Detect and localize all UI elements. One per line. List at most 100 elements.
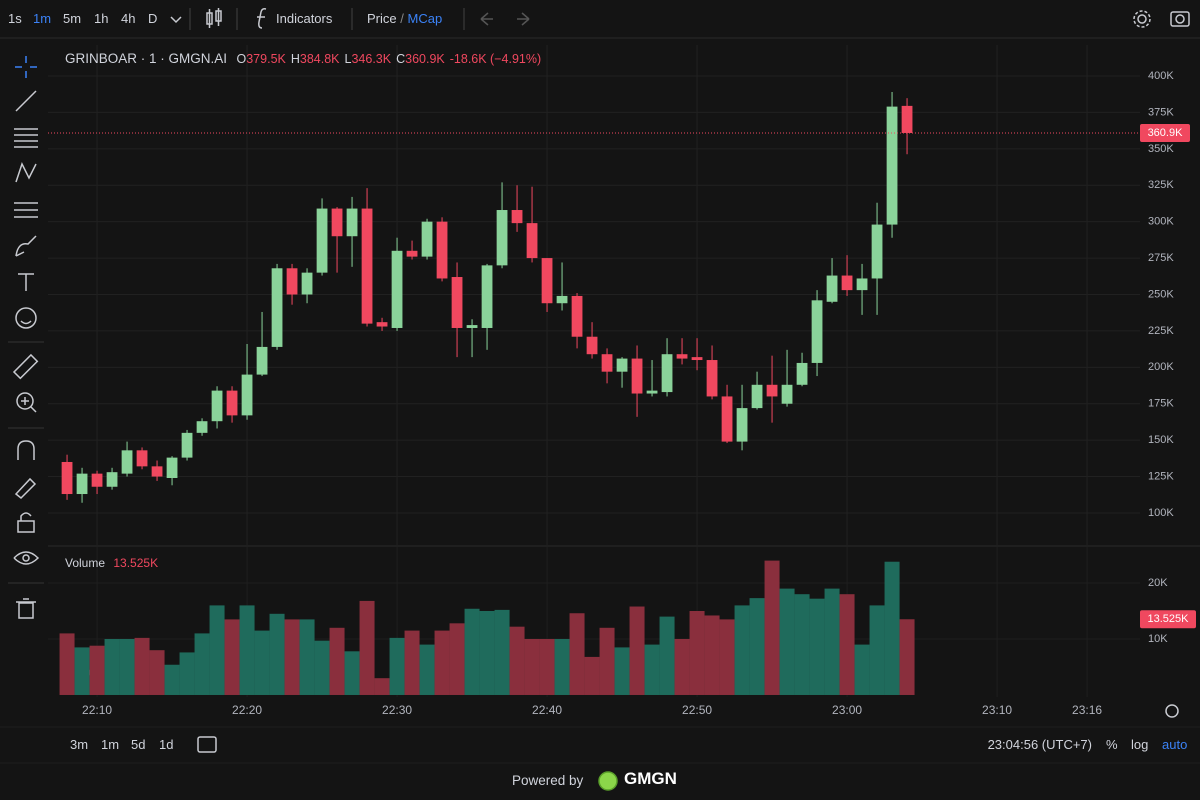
x-tick-label: 22:10	[82, 703, 112, 717]
interval-button[interactable]: 5m	[63, 11, 82, 26]
volume-bar	[284, 619, 300, 695]
candle-body	[481, 265, 493, 328]
last-volume-label: 13.525K	[1148, 613, 1190, 625]
candle-body	[136, 450, 148, 467]
zoom-tool[interactable]	[16, 392, 37, 413]
lock-draw-tool[interactable]	[14, 477, 37, 500]
volume-bar	[539, 638, 555, 695]
symbol-title: GRINBOAR · 1 · GMGN.AI	[65, 51, 228, 66]
volume-bar	[179, 652, 195, 695]
volume-bar	[149, 650, 165, 695]
volume-bar	[824, 588, 840, 695]
candle-body	[541, 258, 553, 304]
volume-bar	[614, 647, 630, 695]
candle-body	[661, 354, 673, 393]
candle-body	[691, 357, 703, 361]
candle-body	[841, 275, 853, 291]
pattern-tool[interactable]	[15, 162, 37, 183]
volume-bar	[479, 610, 495, 695]
visibility-tool[interactable]	[13, 551, 40, 565]
y-tick-label: 100K	[1148, 507, 1174, 519]
y-tick-label: 325K	[1148, 179, 1174, 191]
legend-key: L	[344, 52, 352, 66]
volume-bar	[134, 637, 150, 695]
candle-body	[856, 278, 868, 291]
price-button[interactable]: Price	[367, 11, 397, 26]
y-tick-label: 375K	[1148, 106, 1174, 118]
x-tick-label: 23:10	[982, 703, 1012, 717]
separator: /	[400, 11, 404, 26]
interval-button[interactable]: 1h	[94, 11, 109, 26]
range-button[interactable]: 5d	[131, 737, 146, 752]
price-mcap-toggle[interactable]: Price / MCap	[367, 11, 442, 27]
brand[interactable]: GMGN	[624, 769, 677, 788]
toolbar-icons	[170, 8, 1190, 30]
axis-settings[interactable]	[1165, 704, 1179, 718]
volume-bar	[794, 594, 810, 695]
volume-title: Volume	[65, 556, 106, 570]
volume-bar	[329, 627, 345, 695]
fib-tool[interactable]	[14, 128, 38, 148]
scale-button[interactable]: %	[1106, 737, 1118, 752]
ohlc-legend: GRINBOAR · 1 · GMGN.AI O379.5K H384.8K L34…	[65, 51, 541, 67]
crosshair-tool[interactable]	[15, 56, 37, 78]
indicators-button[interactable]: Indicators	[276, 11, 333, 26]
magnet-tool[interactable]	[17, 440, 35, 460]
candle-body	[886, 106, 898, 225]
candle-body	[166, 457, 178, 479]
range-button[interactable]: 1d	[159, 737, 174, 752]
mcap-button[interactable]: MCap	[407, 11, 443, 26]
y-tick-label: 175K	[1148, 398, 1174, 410]
powered-by: Powered by	[512, 773, 584, 788]
candle-body	[526, 223, 538, 259]
interval-button[interactable]: 1s	[8, 11, 22, 26]
prediction-tool[interactable]	[14, 202, 38, 218]
candle-body	[571, 295, 583, 337]
legend-value: 360.9K	[405, 52, 445, 66]
legend-key: H	[290, 52, 300, 66]
interval-button[interactable]: D	[148, 11, 158, 26]
volume-bar	[854, 644, 870, 695]
candle-body	[346, 208, 358, 237]
volume-tick-label: 10K	[1148, 633, 1168, 645]
lock-tool[interactable]	[17, 512, 35, 533]
y-tick-label: 225K	[1148, 325, 1174, 337]
volume-bar	[239, 605, 255, 695]
axes: 100K 125K 150K 175K 200K 225K 250K 275K 300K 325K…	[48, 70, 1196, 717]
emoji-tool[interactable]	[15, 307, 37, 329]
volume-bar	[269, 613, 285, 695]
candle-body	[736, 408, 748, 442]
ruler-tool[interactable]	[12, 353, 39, 380]
range-button[interactable]: 3m	[70, 737, 89, 752]
range-button[interactable]: 1m	[101, 737, 120, 752]
volume-bar	[524, 638, 540, 695]
volume-bar	[209, 605, 225, 695]
legend-change: -18.6K (−4.91%)	[449, 52, 542, 66]
scale-button[interactable]: auto	[1162, 737, 1188, 752]
volume-bar	[809, 598, 825, 695]
trend-line-tool[interactable]	[15, 90, 37, 112]
scale-button[interactable]: log	[1131, 737, 1149, 752]
candle-body	[706, 360, 718, 397]
volume-bar	[764, 560, 780, 695]
candle-body	[421, 221, 433, 257]
date-range-button[interactable]	[197, 736, 217, 753]
candle-body	[256, 346, 268, 375]
candle-body	[316, 208, 328, 273]
candle-body	[436, 221, 448, 279]
legend-value: 384.8K	[299, 52, 340, 66]
volume-bar	[89, 645, 105, 695]
gmgn-logo	[598, 771, 618, 791]
volume-value: 13.525K	[113, 556, 159, 570]
text-tool[interactable]	[18, 273, 34, 291]
brush-tool[interactable]	[15, 235, 37, 257]
candle-body	[76, 473, 88, 495]
volume-bars	[59, 560, 915, 695]
interval-button[interactable]: 1m	[33, 11, 52, 26]
candle-body	[151, 466, 163, 477]
volume-bar	[119, 638, 135, 695]
candle-body	[376, 322, 388, 327]
interval-button[interactable]: 4h	[121, 11, 136, 26]
delete-tool[interactable]	[16, 598, 36, 619]
